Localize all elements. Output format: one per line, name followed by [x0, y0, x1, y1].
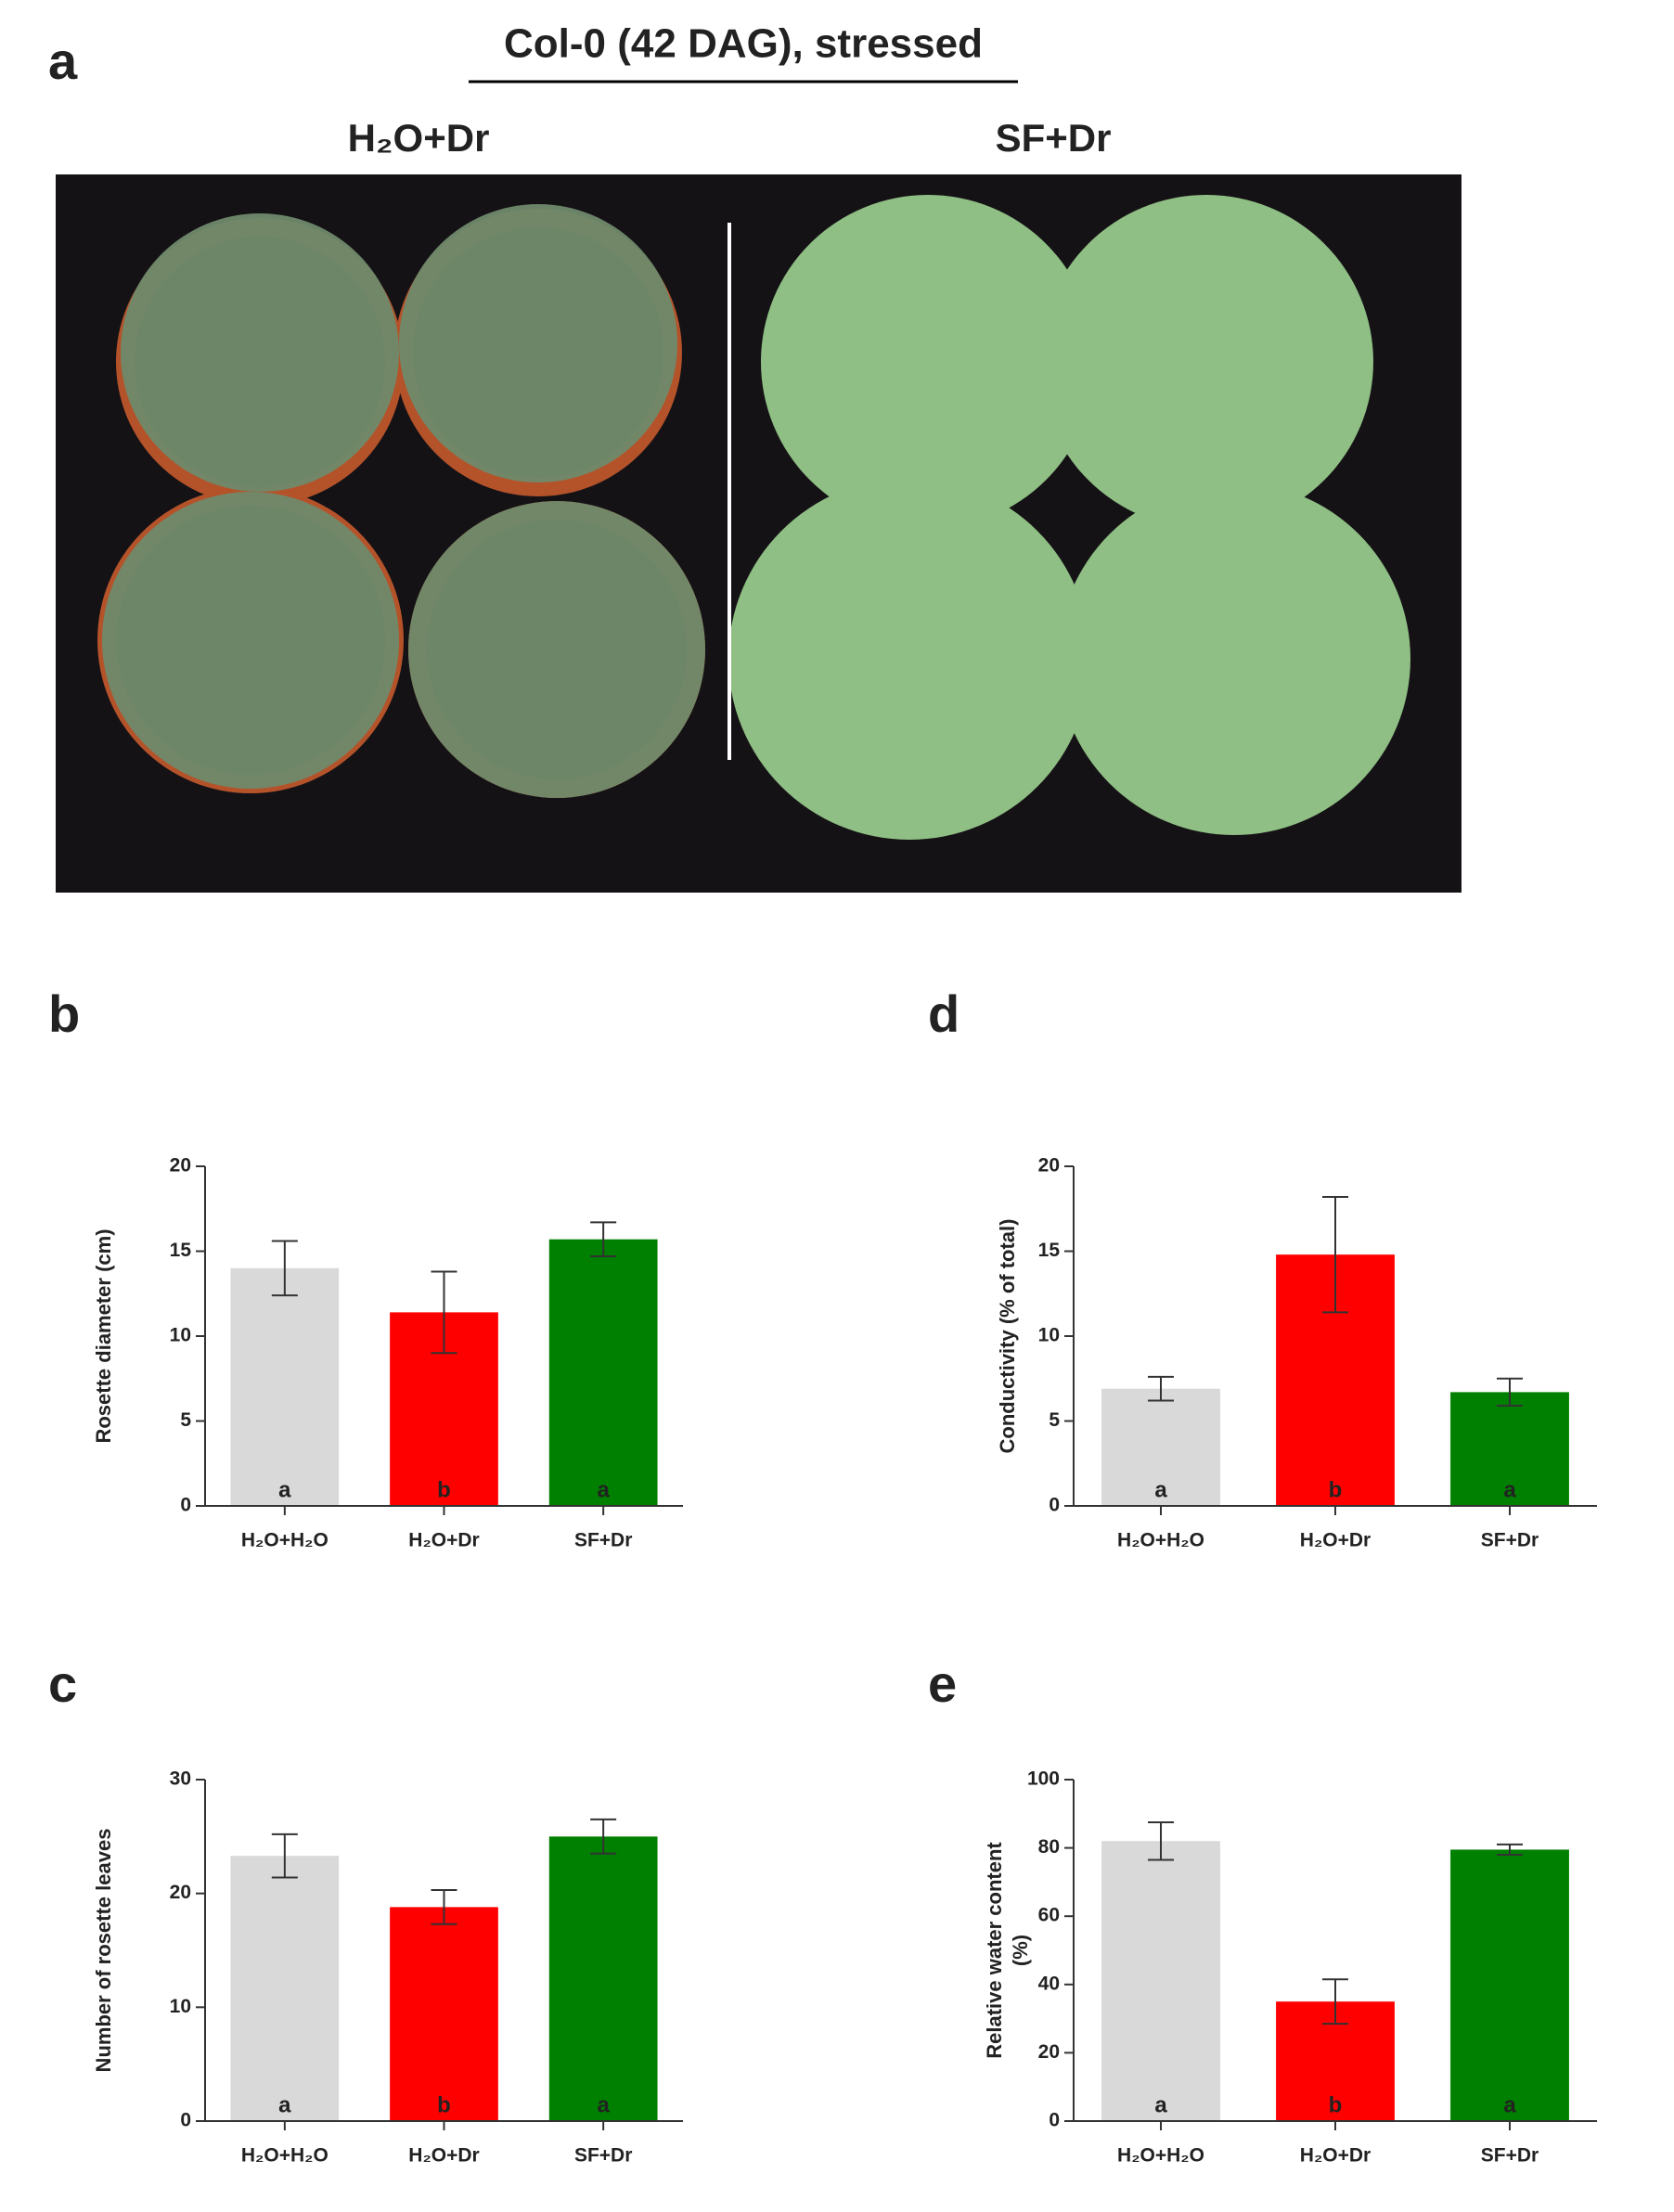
y-tick-label: 0	[1049, 1495, 1060, 1516]
y-axis-label: Number of rosette leaves	[92, 1829, 115, 2073]
bar	[230, 1267, 340, 1506]
significance-letter: a	[1503, 1477, 1516, 1502]
y-tick-label: 10	[170, 1996, 191, 2017]
significance-letter: a	[278, 1477, 291, 1502]
bar	[1450, 1392, 1569, 1506]
x-tick-label: H₂O+Dr	[1300, 2145, 1371, 2167]
error-bar	[590, 1818, 617, 1855]
y-tick-label: 5	[180, 1409, 191, 1431]
bar	[1101, 1388, 1220, 1506]
y-tick-label: 20	[1038, 1155, 1060, 1177]
error-bar	[1148, 1375, 1174, 1402]
y-tick-label: 100	[1027, 1768, 1060, 1790]
y-tick-label: 0	[180, 1495, 191, 1516]
x-tick-label: SF+Dr	[574, 2145, 632, 2167]
bar	[390, 1907, 498, 2121]
significance-letter: b	[1329, 1477, 1343, 1502]
x-tick-label: H₂O+Dr	[408, 1530, 479, 1551]
y-tick-label: 20	[170, 1155, 191, 1177]
panel-label: a	[48, 32, 78, 90]
x-tick-label: H₂O+H₂O	[1117, 2145, 1204, 2167]
x-tick-label: H₂O+Dr	[1300, 1530, 1371, 1551]
bar	[1101, 1841, 1220, 2121]
significance-letter: a	[1154, 1477, 1167, 1502]
error-bar	[431, 1888, 457, 1925]
bar	[548, 1239, 658, 1506]
error-bar	[1322, 1195, 1348, 1314]
error-bar	[1497, 1377, 1523, 1408]
significance-letter: b	[437, 2092, 451, 2117]
x-tick-label: H₂O+H₂O	[241, 1530, 328, 1551]
error-bar	[590, 1221, 617, 1257]
group-label: SF+Dr	[996, 116, 1112, 160]
significance-letter: a	[597, 1477, 610, 1502]
y-tick-label: 80	[1038, 1836, 1060, 1858]
x-tick-label: H₂O+H₂O	[241, 2145, 328, 2167]
bar	[230, 1856, 340, 2121]
x-tick-label: SF+Dr	[1481, 2145, 1539, 2167]
x-tick-label: H₂O+H₂O	[1117, 1530, 1204, 1551]
significance-letter: a	[1503, 2092, 1516, 2117]
panel-label: c	[48, 1654, 77, 1713]
y-tick-label: 15	[170, 1240, 192, 1261]
significance-letter: a	[1154, 2092, 1167, 2117]
y-axis-label: Conductivity (% of total)	[996, 1219, 1019, 1454]
error-bar	[1322, 1978, 1348, 2026]
panel-label: e	[928, 1654, 957, 1713]
y-tick-label: 15	[1038, 1240, 1061, 1261]
error-bar	[271, 1833, 298, 1879]
significance-letter: a	[278, 2092, 291, 2117]
y-tick-label: 60	[1038, 1905, 1060, 1926]
y-axis-label: Relative water content	[983, 1842, 1006, 2059]
group-label: H₂O+Dr	[348, 116, 490, 160]
y-tick-label: 20	[170, 1882, 191, 1903]
y-tick-label: 10	[170, 1325, 191, 1346]
y-tick-label: 5	[1049, 1409, 1060, 1431]
significance-letter: b	[1329, 2092, 1343, 2117]
panel-label: d	[928, 984, 959, 1043]
y-tick-label: 10	[1038, 1325, 1060, 1346]
y-axis-label: (%)	[1009, 1935, 1032, 1966]
y-tick-label: 40	[1038, 1973, 1060, 1994]
y-tick-label: 30	[170, 1768, 191, 1790]
bar	[1450, 1849, 1569, 2121]
error-bar	[431, 1270, 457, 1355]
y-tick-label: 0	[1049, 2110, 1060, 2131]
error-bar	[1148, 1821, 1174, 1861]
significance-letter: b	[437, 1477, 451, 1502]
significance-letter: a	[597, 2092, 610, 2117]
panel-label: b	[48, 984, 80, 1043]
y-tick-label: 20	[1038, 2041, 1060, 2063]
photo-title: Col-0 (42 DAG), stressed	[504, 21, 983, 67]
y-tick-label: 0	[180, 2110, 191, 2131]
x-tick-label: SF+Dr	[1481, 1530, 1539, 1551]
error-bar	[271, 1240, 298, 1297]
bar	[548, 1836, 658, 2121]
y-axis-label: Rosette diameter (cm)	[92, 1228, 115, 1443]
x-tick-label: H₂O+Dr	[408, 2145, 479, 2167]
error-bar	[1497, 1843, 1523, 1856]
x-tick-label: SF+Dr	[574, 1530, 632, 1551]
plant-photo	[56, 174, 1462, 893]
